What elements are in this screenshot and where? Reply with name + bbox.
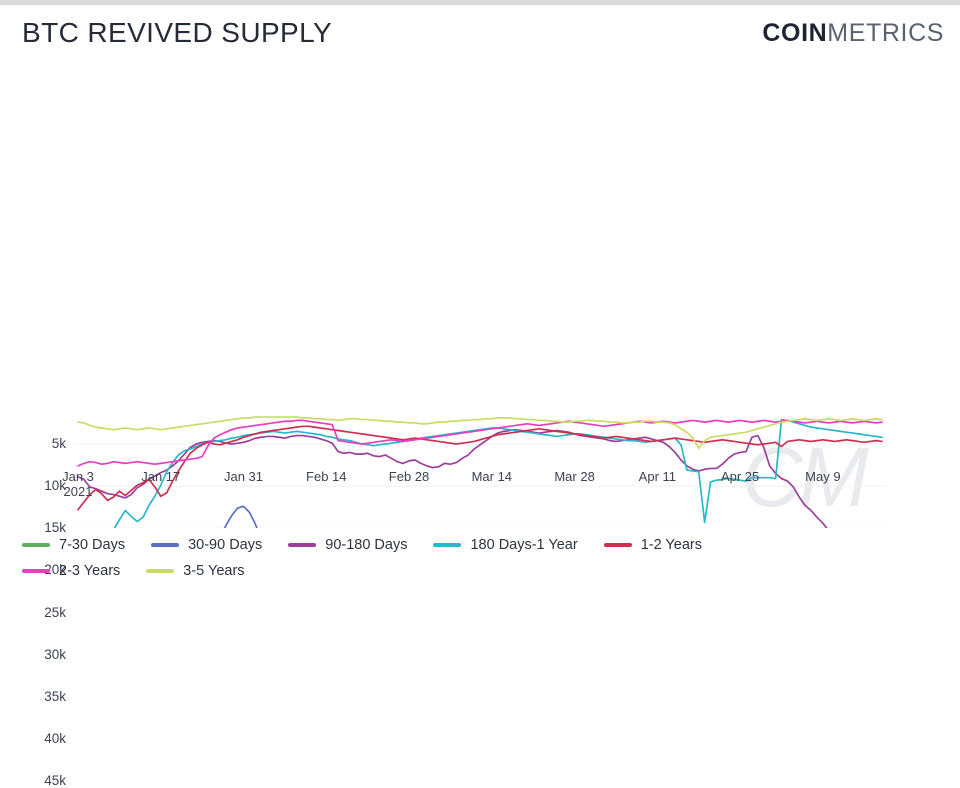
y-axis-tick: 5k <box>51 436 66 451</box>
legend-label: 30-90 Days <box>188 537 263 553</box>
legend-swatch-icon <box>146 569 175 573</box>
chart-plot-area: CM 5k 10k 15k 20k 25k 30k 35k 40k 45k Jan 3 2021… <box>0 63 960 787</box>
series-line <box>77 425 883 511</box>
x-axis-tick: Jan 17 <box>141 469 181 484</box>
legend-row: 7-30 Days 30-90 Days 90-180 Days 180 Days-1… <box>22 532 942 558</box>
legend-label: 7-30 Days <box>59 537 126 553</box>
series-line <box>77 419 883 467</box>
legend-label: 180 Days-1 Year <box>470 537 578 553</box>
y-axis-tick: 30k <box>44 646 66 662</box>
x-axis-tick: Mar 28 <box>554 469 595 484</box>
series-line <box>77 416 883 450</box>
x-axis-tick: May 9 <box>805 469 841 484</box>
x-axis-tick: Feb 28 <box>388 469 430 484</box>
coinmetrics-logo: COINMETRICS <box>762 19 944 48</box>
y-axis-tick: 10k <box>44 478 66 494</box>
legend-label: 3-5 Years <box>183 563 245 579</box>
legend-swatch-icon <box>22 543 50 547</box>
legend-swatch-icon <box>288 543 317 547</box>
y-axis-tick: 40k <box>44 730 66 746</box>
legend-item[interactable]: 180 Days-1 Year <box>433 537 578 553</box>
x-axis-tick: Jan 3 2021 <box>62 469 94 499</box>
legend-item[interactable]: 3-5 Years <box>146 563 245 579</box>
x-axis-tick: Feb 14 <box>306 469 347 484</box>
logo-coin-text: COIN <box>762 19 828 47</box>
series-lines <box>77 416 883 528</box>
legend-swatch-icon <box>603 543 632 547</box>
legend-label: 2-3 Years <box>59 563 121 579</box>
chart-header: BTC REVIVED SUPPLY COINMETRICS <box>0 5 960 63</box>
legend-swatch-icon <box>151 543 180 547</box>
legend-item[interactable]: 90-180 Days <box>288 537 407 553</box>
y-axis-tick: 25k <box>44 604 66 620</box>
legend-label: 1-2 Years <box>640 537 702 553</box>
y-axis-tick: 15k <box>44 520 66 536</box>
x-axis-tick: Mar 14 <box>471 469 513 484</box>
legend-swatch-icon <box>433 543 462 547</box>
y-axis-tick: 20k <box>44 562 66 578</box>
legend-item[interactable]: 2-3 Years <box>22 563 120 579</box>
gridlines <box>74 443 886 528</box>
x-axis-tick: Jan 31 <box>223 469 264 484</box>
x-axis-tick: Apr 25 <box>720 469 760 484</box>
legend-label: 90-180 Days <box>325 537 408 553</box>
legend-swatch-icon <box>22 569 50 573</box>
legend-item[interactable]: 30-90 Days <box>151 537 262 553</box>
series-line <box>223 505 258 528</box>
x-axis-tick: Apr 11 <box>638 469 677 484</box>
legend-row: 2-3 Years 3-5 Years <box>22 558 942 584</box>
y-axis-tick: 35k <box>44 688 66 704</box>
line-chart-svg <box>74 416 886 528</box>
chart-legend: 7-30 Days 30-90 Days 90-180 Days 180 Days-1… <box>22 532 942 584</box>
legend-item[interactable]: 1-2 Years <box>603 537 702 553</box>
logo-metrics-text: METRICS <box>827 19 944 47</box>
top-divider <box>0 0 960 5</box>
page-title: BTC REVIVED SUPPLY <box>22 17 333 48</box>
legend-item[interactable]: 7-30 Days <box>22 537 125 553</box>
y-axis-tick: 45k <box>44 773 66 788</box>
